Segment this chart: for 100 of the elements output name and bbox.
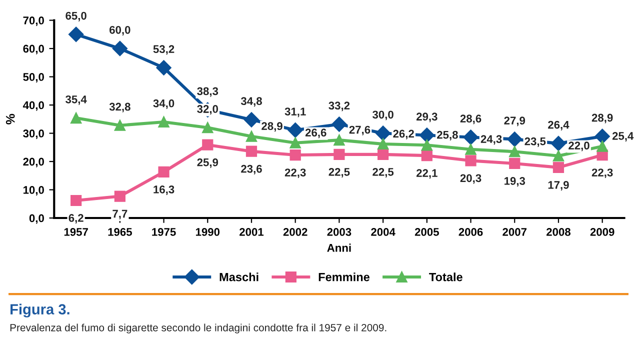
- point: [509, 146, 520, 158]
- point: [246, 130, 258, 142]
- legend-label: Totale: [429, 272, 462, 282]
- x-tick-label: 2007: [502, 228, 526, 236]
- data-label: 34,0: [153, 99, 174, 109]
- data-label: 60,0: [110, 26, 130, 36]
- point: [552, 150, 564, 162]
- data-label: 28,9: [262, 122, 282, 132]
- data-label: 25,9: [197, 158, 218, 168]
- point: [421, 140, 432, 151]
- point: [596, 140, 608, 152]
- x-tick-label: 2008: [546, 228, 570, 236]
- point: [375, 126, 391, 141]
- data-label: 6,2: [68, 214, 84, 224]
- point: [507, 132, 522, 147]
- data-label: 7,7: [112, 210, 128, 220]
- data-label: 27,6: [349, 126, 370, 136]
- point: [378, 148, 389, 160]
- data-label: 35,4: [66, 95, 87, 105]
- point: [202, 139, 214, 150]
- point: [552, 162, 564, 174]
- x-tick-label: 1957: [64, 228, 88, 236]
- data-label: 30,0: [372, 110, 394, 120]
- point: [68, 26, 84, 42]
- x-tick-label: 2001: [240, 228, 264, 236]
- data-label: 24,3: [480, 135, 502, 145]
- data-label: 27,9: [504, 116, 526, 126]
- point: [594, 128, 610, 144]
- data-label: 22,3: [592, 168, 613, 178]
- point: [334, 148, 345, 160]
- point: [114, 120, 126, 131]
- y-tick-label: 10,0: [24, 186, 44, 196]
- point: [290, 137, 301, 148]
- point: [158, 116, 170, 128]
- data-label: 31,1: [284, 108, 306, 118]
- data-label: 53,2: [153, 45, 174, 55]
- x-tick-label: 1990: [196, 228, 220, 236]
- x-tick-label: 2002: [283, 228, 308, 236]
- data-label: 33,2: [328, 102, 350, 112]
- data-label: 22,5: [328, 168, 350, 178]
- data-label: 22,0: [568, 142, 590, 152]
- y-tick-label: 30,0: [23, 130, 44, 140]
- point: [246, 146, 258, 157]
- point: [550, 136, 566, 152]
- data-label: 34,8: [240, 97, 262, 107]
- data-label: 25,8: [437, 130, 458, 140]
- text: Prevalenza del fumo di sigarette secondo le indagini condotte fra il 1957 e il 2009.: [10, 324, 386, 334]
- y-tick-label: 40,0: [22, 101, 44, 111]
- data-label: 19,3: [504, 177, 526, 187]
- y-tick-label: 60,0: [23, 44, 44, 54]
- x-tick-label: 2009: [590, 228, 614, 236]
- point: [70, 194, 82, 206]
- point: [421, 150, 432, 162]
- y-tick-label: 50,0: [23, 73, 44, 83]
- data-label: 65,0: [66, 12, 86, 22]
- data-label: 28,9: [592, 114, 613, 124]
- point: [244, 112, 260, 128]
- data-label: 23,6: [241, 164, 262, 174]
- data-label: 26,6: [305, 128, 326, 138]
- point: [158, 166, 170, 178]
- text: Figura 3.: [10, 304, 70, 318]
- point: [70, 112, 82, 124]
- data-label: 17,9: [548, 180, 569, 190]
- data-label: 16,3: [154, 186, 174, 195]
- y-tick-label: 0,0: [29, 214, 44, 224]
- data-label: 25,4: [612, 132, 634, 142]
- data-label: 23,5: [524, 137, 546, 147]
- x-tick-label: 2005: [414, 228, 439, 236]
- data-label: 22,5: [372, 168, 394, 178]
- data-label: 22,1: [416, 169, 438, 179]
- y-tick-label: 70,0: [23, 16, 44, 26]
- x-tick-label: 1975: [152, 228, 176, 236]
- x-axis-title: Anni: [327, 244, 351, 252]
- x-tick-label: 2004: [371, 228, 396, 236]
- data-label: 22,3: [284, 168, 306, 178]
- data-label: 20,3: [460, 174, 482, 184]
- data-label: 38,3: [197, 87, 218, 97]
- legend-label: Maschi: [220, 272, 258, 282]
- data-label: 28,6: [460, 114, 482, 124]
- point: [378, 138, 389, 150]
- data-label: 29,3: [416, 112, 438, 122]
- x-tick-label: 2003: [327, 228, 352, 236]
- point: [112, 40, 128, 56]
- point: [509, 158, 520, 170]
- point: [465, 155, 476, 166]
- point: [288, 122, 303, 138]
- legend-label: Femmine: [318, 272, 370, 282]
- point: [156, 60, 172, 76]
- x-tick-label: 2006: [458, 228, 483, 236]
- point: [202, 122, 214, 134]
- point: [332, 116, 347, 132]
- point: [290, 149, 301, 161]
- data-label: 32,8: [109, 102, 130, 112]
- point: [465, 144, 476, 155]
- y-axis-title: %: [6, 114, 15, 124]
- data-label: 26,2: [393, 130, 414, 140]
- point: [463, 130, 478, 145]
- point: [334, 134, 345, 146]
- point: [419, 128, 434, 143]
- x-tick-label: 1965: [108, 228, 132, 236]
